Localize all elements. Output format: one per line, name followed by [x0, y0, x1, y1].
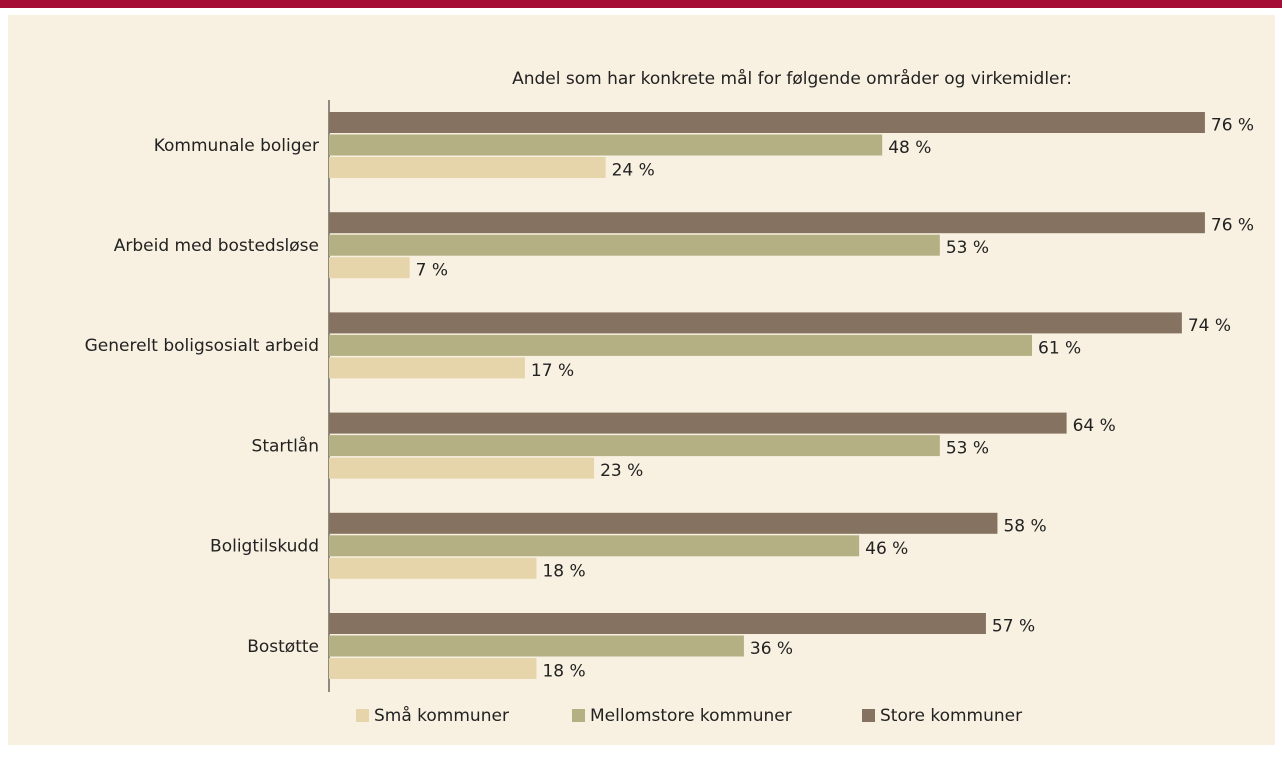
bar: [329, 312, 1182, 334]
value-label: 58 %: [1003, 516, 1046, 536]
value-label: 76 %: [1211, 116, 1254, 136]
bar: [329, 234, 940, 256]
category-label: Startlån: [252, 435, 319, 456]
value-label: 23 %: [600, 461, 643, 481]
value-label: 7 %: [416, 261, 448, 281]
bar: [329, 212, 1205, 234]
bar: [329, 535, 860, 557]
bar: [329, 557, 537, 579]
legend-swatch: [356, 709, 369, 722]
legend-label: Store kommuner: [880, 706, 1022, 726]
legend-swatch: [862, 709, 875, 722]
value-label: 24 %: [612, 161, 655, 181]
value-label: 57 %: [992, 617, 1035, 637]
bar: [329, 635, 744, 657]
bar: [329, 157, 606, 178]
bar: [329, 357, 525, 379]
value-label: 64 %: [1073, 416, 1116, 436]
category-label: Bostøtte: [247, 637, 319, 657]
bar: [329, 457, 595, 479]
category-label: Kommunale boliger: [154, 136, 319, 156]
value-label: 53 %: [946, 439, 989, 459]
value-label: 48 %: [888, 138, 931, 158]
bar: [329, 412, 1067, 434]
value-label: 18 %: [542, 561, 585, 581]
value-label: 53 %: [946, 238, 989, 258]
value-label: 36 %: [750, 639, 793, 659]
header-bar: [0, 0, 1282, 8]
value-label: 74 %: [1188, 316, 1231, 336]
bar: [329, 112, 1205, 133]
value-label: 17 %: [531, 361, 574, 381]
category-label: Generelt boligsosialt arbeid: [85, 336, 319, 356]
value-label: 18 %: [542, 662, 585, 682]
legend-label: Små kommuner: [374, 705, 509, 726]
category-label: Boligtilskudd: [210, 537, 319, 557]
bar: [329, 134, 883, 156]
value-label: 76 %: [1211, 216, 1254, 236]
chart-title: Andel som har konkrete mål for følgende …: [512, 68, 1072, 89]
bar: [329, 658, 537, 679]
category-label: Arbeid med bostedsløse: [114, 236, 319, 256]
value-label: 61 %: [1038, 338, 1081, 358]
bar: [329, 334, 1033, 356]
value-label: 46 %: [865, 539, 908, 559]
legend-label: Mellomstore kommuner: [590, 706, 792, 726]
bar: [329, 613, 986, 634]
bar: [329, 435, 940, 457]
bar: [329, 512, 998, 534]
legend-swatch: [572, 709, 585, 722]
bar: [329, 257, 410, 279]
